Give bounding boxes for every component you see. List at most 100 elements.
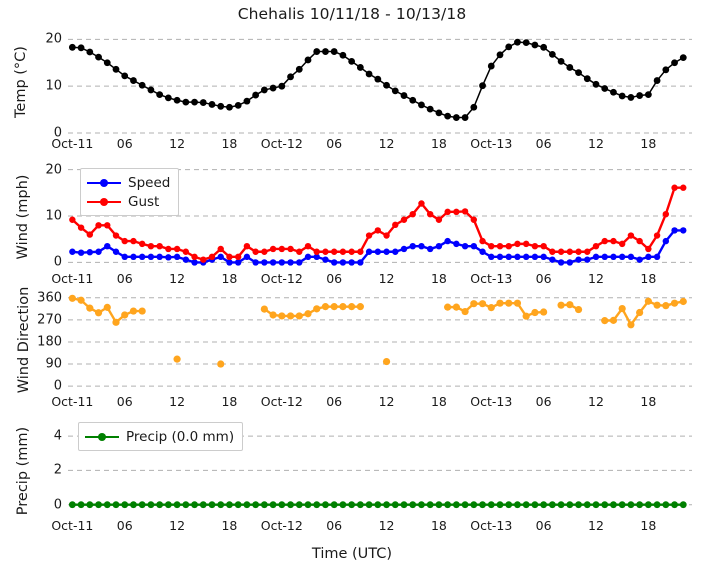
data-point [217, 253, 224, 261]
x-tick-label: Oct-11 [51, 394, 94, 409]
data-point [513, 299, 522, 307]
data-point [217, 360, 225, 368]
data-point [435, 109, 443, 117]
legend-item-speed[interactable]: Speed [87, 173, 170, 192]
data-point [95, 222, 102, 229]
x-tick-label: 18 [221, 518, 238, 533]
data-point [313, 305, 321, 313]
data-point [409, 210, 416, 218]
data-point [601, 501, 609, 509]
data-line [604, 300, 684, 326]
legend-item-precip[interactable]: Precip (0.0 mm) [85, 427, 234, 446]
data-point [269, 501, 277, 509]
data-point [138, 307, 146, 315]
wind-direction-y-label: Wind Direction [16, 286, 32, 394]
data-point [339, 501, 347, 509]
data-point [487, 501, 495, 509]
data-point [208, 101, 216, 108]
data-point [243, 501, 251, 509]
precipitation-y-label: Precip (mm) [15, 426, 31, 516]
y-tick-label: 4 [53, 428, 62, 444]
data-point [182, 98, 190, 106]
data-point [286, 312, 295, 320]
data-point [522, 501, 530, 509]
data-point [365, 232, 373, 239]
legend-label-precip: Precip (0.0 mm) [126, 428, 235, 445]
temperature-plot [68, 38, 692, 134]
data-point [322, 501, 329, 509]
data-point [86, 249, 94, 256]
data-point [592, 242, 600, 250]
wind-panel [68, 165, 692, 268]
data-point [234, 501, 242, 509]
data-point [86, 501, 94, 509]
data-point [173, 501, 181, 509]
data-point [147, 86, 155, 94]
data-point [409, 242, 416, 250]
y-tick-label: 10 [45, 208, 62, 224]
data-point [77, 296, 85, 304]
data-point [461, 501, 469, 509]
data-point [426, 501, 434, 509]
data-point [199, 99, 207, 106]
data-point [330, 303, 338, 311]
data-point [68, 43, 76, 51]
data-point [488, 253, 495, 261]
data-point [278, 259, 286, 266]
data-point [610, 253, 617, 261]
data-point [479, 248, 486, 255]
x-tick-label: Oct-11 [51, 271, 94, 286]
data-point [566, 259, 574, 266]
data-point [322, 256, 329, 263]
wind-plot [68, 169, 692, 266]
legend-label-speed: Speed [128, 174, 171, 191]
data-point [260, 86, 268, 94]
legend-item-gust[interactable]: Gust [87, 192, 170, 211]
x-tick-label: Oct-13 [470, 271, 513, 286]
y-tick-label: 20 [45, 162, 62, 178]
data-point [601, 237, 608, 245]
data-point [295, 65, 303, 73]
data-point [130, 237, 137, 245]
x-tick-label: 18 [221, 136, 238, 151]
data-point [601, 253, 608, 261]
x-tick-label: Oct-12 [260, 518, 303, 533]
data-point [304, 501, 312, 509]
data-point [575, 501, 582, 509]
data-point [452, 303, 460, 311]
data-point [243, 253, 251, 261]
data-point [382, 357, 391, 366]
data-point [514, 501, 521, 509]
data-point [557, 301, 565, 309]
data-point [365, 70, 373, 78]
data-point [374, 75, 382, 83]
data-point [426, 210, 434, 218]
data-point [557, 501, 565, 509]
x-tick-label: 12 [378, 271, 395, 286]
data-point [618, 92, 626, 100]
x-tick-label: 12 [588, 394, 604, 409]
x-tick-label: 12 [169, 271, 186, 286]
data-point [269, 245, 277, 253]
precipitation-x-ticks: Oct-11 06 12 18 Oct-12 06 12 18 Oct-13 06 12 18 [51, 518, 692, 536]
data-point [522, 240, 530, 248]
data-point [592, 253, 600, 261]
precip-line-icon [85, 431, 119, 443]
x-tick-label: Oct-11 [51, 518, 94, 533]
data-point [610, 88, 617, 96]
data-point [252, 248, 259, 255]
x-tick-label: 06 [116, 394, 133, 409]
data-point [356, 501, 364, 509]
y-tick-label: 180 [37, 334, 62, 350]
data-point [610, 237, 617, 245]
data-point [383, 501, 390, 509]
data-point [592, 501, 600, 509]
data-point [531, 41, 539, 49]
data-point [514, 253, 521, 261]
data-point [226, 501, 233, 509]
x-tick-label: 12 [588, 136, 604, 151]
data-point [121, 253, 128, 261]
data-point [575, 69, 582, 76]
data-point [392, 248, 399, 255]
data-point [330, 501, 338, 509]
